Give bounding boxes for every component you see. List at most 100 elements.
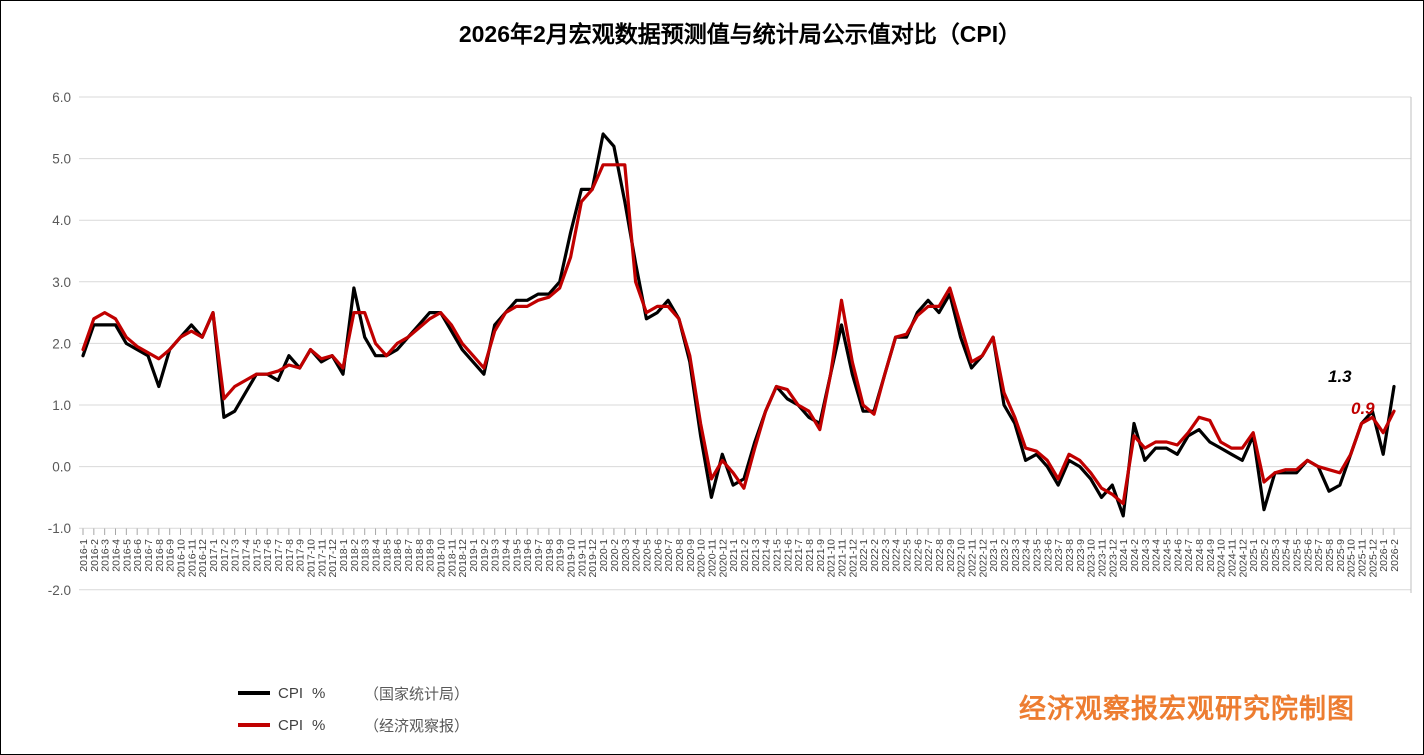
x-tick-label: 2021-11 — [836, 539, 848, 577]
x-tick-label: 2025-3 — [1270, 539, 1282, 572]
y-tick-label: 2.0 — [52, 336, 71, 351]
data-label-official-last: 1.3 — [1328, 367, 1352, 386]
x-tick-label: 2018-2 — [349, 539, 361, 572]
chart-title: 2026年2月宏观数据预测值与统计局公示值对比（CPI） — [458, 21, 1022, 47]
x-tick-label: 2020-6 — [652, 539, 664, 572]
x-tick-label: 2021-7 — [793, 539, 805, 572]
x-tick-label: 2017-11 — [316, 539, 328, 577]
y-tick-label: -1.0 — [48, 521, 71, 536]
legend-series-unit: % — [312, 684, 326, 702]
x-tick-label: 2020-7 — [663, 539, 675, 572]
x-tick-label: 2016-12 — [197, 539, 209, 578]
x-tick-label: 2025-2 — [1259, 539, 1271, 572]
official-line-swatch — [238, 691, 270, 695]
x-tick-label: 2018-6 — [392, 539, 404, 572]
x-tick-label: 2018-9 — [425, 539, 437, 572]
x-tick-label: 2021-9 — [815, 539, 827, 572]
x-tick-label: 2023-4 — [1021, 539, 1033, 572]
data-label-forecast-last: 0.9 — [1351, 399, 1375, 418]
legend-series-unit: % — [312, 716, 326, 734]
x-tick-label: 2016-6 — [132, 539, 144, 572]
x-tick-label: 2019-10 — [566, 539, 578, 578]
x-tick-label: 2022-6 — [912, 539, 924, 572]
x-tick-label: 2024-12 — [1237, 539, 1249, 578]
x-tick-label: 2024-2 — [1129, 539, 1141, 572]
x-tick-label: 2017-4 — [241, 539, 253, 572]
series-line-official — [81, 132, 1396, 518]
x-tick-label: 2016-3 — [100, 539, 112, 572]
series-line-forecast — [81, 163, 1396, 506]
legend-series-name: CPI — [278, 684, 304, 702]
x-tick-label: 2018-1 — [338, 539, 350, 572]
x-tick-label: 2022-1 — [858, 539, 870, 572]
x-tick-label: 2016-4 — [111, 539, 123, 572]
y-tick-label: 3.0 — [52, 275, 71, 290]
x-tick-label: 2017-12 — [327, 539, 339, 578]
x-tick-label: 2023-10 — [1086, 539, 1098, 578]
x-tick-label: 2022-9 — [945, 539, 957, 572]
x-tick-label: 2021-10 — [826, 539, 838, 578]
y-tick-label: 1.0 — [52, 398, 71, 413]
x-tick-label: 2023-6 — [1042, 539, 1054, 572]
x-tick-label: 2021-3 — [750, 539, 762, 572]
x-tick-label: 2025-1 — [1248, 539, 1260, 572]
x-tick-label: 2020-1 — [598, 539, 610, 572]
x-tick-label: 2016-8 — [154, 539, 166, 572]
x-tick-label: 2020-4 — [631, 539, 643, 572]
x-tick-label: 2022-8 — [934, 539, 946, 572]
x-tick-label: 2020-2 — [609, 539, 621, 572]
legend-item-forecast: CPI % （经济观察报） — [238, 709, 469, 741]
x-tick-label: 2021-1 — [728, 539, 740, 572]
x-tick-label: 2024-6 — [1172, 539, 1184, 572]
x-tick-label: 2024-8 — [1194, 539, 1206, 572]
x-tick-label: 2019-7 — [533, 539, 545, 572]
x-tick-label: 2024-1 — [1118, 539, 1130, 572]
x-tick-label: 2016-5 — [121, 539, 133, 572]
x-tick-label: 2025-4 — [1281, 539, 1293, 572]
x-tick-label: 2025-8 — [1324, 539, 1336, 572]
x-tick-label: 2017-6 — [262, 539, 274, 572]
x-tick-label: 2019-1 — [468, 539, 480, 572]
y-tick-label: 0.0 — [52, 460, 71, 475]
x-tick-label: 2023-1 — [988, 539, 1000, 572]
y-tick-label: 5.0 — [52, 152, 71, 167]
x-tick-label: 2025-11 — [1357, 539, 1369, 577]
x-tick-label: 2019-3 — [490, 539, 502, 572]
x-tick-label: 2021-8 — [804, 539, 816, 572]
x-tick-label: 2017-3 — [230, 539, 242, 572]
x-tick-label: 2018-11 — [446, 539, 458, 577]
x-tick-label: 2024-3 — [1140, 539, 1152, 572]
x-tick-label: 2023-9 — [1075, 539, 1087, 572]
x-tick-label: 2018-7 — [403, 539, 415, 572]
x-tick-label: 2025-10 — [1346, 539, 1358, 578]
x-tick-label: 2016-1 — [78, 539, 90, 572]
x-tick-label: 2019-12 — [587, 539, 599, 578]
x-tick-label: 2019-9 — [555, 539, 567, 572]
legend: CPI % （国家统计局） CPI % （经济观察报） — [238, 677, 469, 741]
y-tick-label: 4.0 — [52, 213, 71, 228]
x-tick-label: 2020-5 — [641, 539, 653, 572]
x-tick-label: 2021-6 — [782, 539, 794, 572]
x-tick-label: 2022-11 — [966, 539, 978, 577]
x-tick-label: 2021-4 — [761, 539, 773, 572]
x-tick-label: 2024-4 — [1151, 539, 1163, 572]
x-tick-label: 2021-5 — [771, 539, 783, 572]
x-tick-label: 2020-3 — [620, 539, 632, 572]
x-tick-label: 2019-6 — [522, 539, 534, 572]
x-tick-label: 2022-10 — [956, 539, 968, 578]
x-tick-label: 2017-8 — [284, 539, 296, 572]
x-tick-label: 2024-9 — [1205, 539, 1217, 572]
y-tick-label: -2.0 — [48, 583, 71, 598]
watermark: 经济观察报宏观研究院制图 — [1019, 694, 1355, 725]
x-tick-label: 2018-4 — [371, 539, 383, 572]
x-tick-label: 2017-10 — [306, 539, 318, 578]
x-tick-label: 2024-10 — [1216, 539, 1228, 578]
x-tick-label: 2026-2 — [1389, 539, 1401, 572]
x-tick-label: 2020-11 — [706, 539, 718, 577]
legend-series-source: （经济观察报） — [364, 717, 470, 735]
y-tick-label: 6.0 — [52, 90, 71, 105]
x-tick-label: 2022-2 — [869, 539, 881, 572]
x-tick-label: 2022-4 — [891, 539, 903, 572]
x-tick-label: 2018-3 — [360, 539, 372, 572]
